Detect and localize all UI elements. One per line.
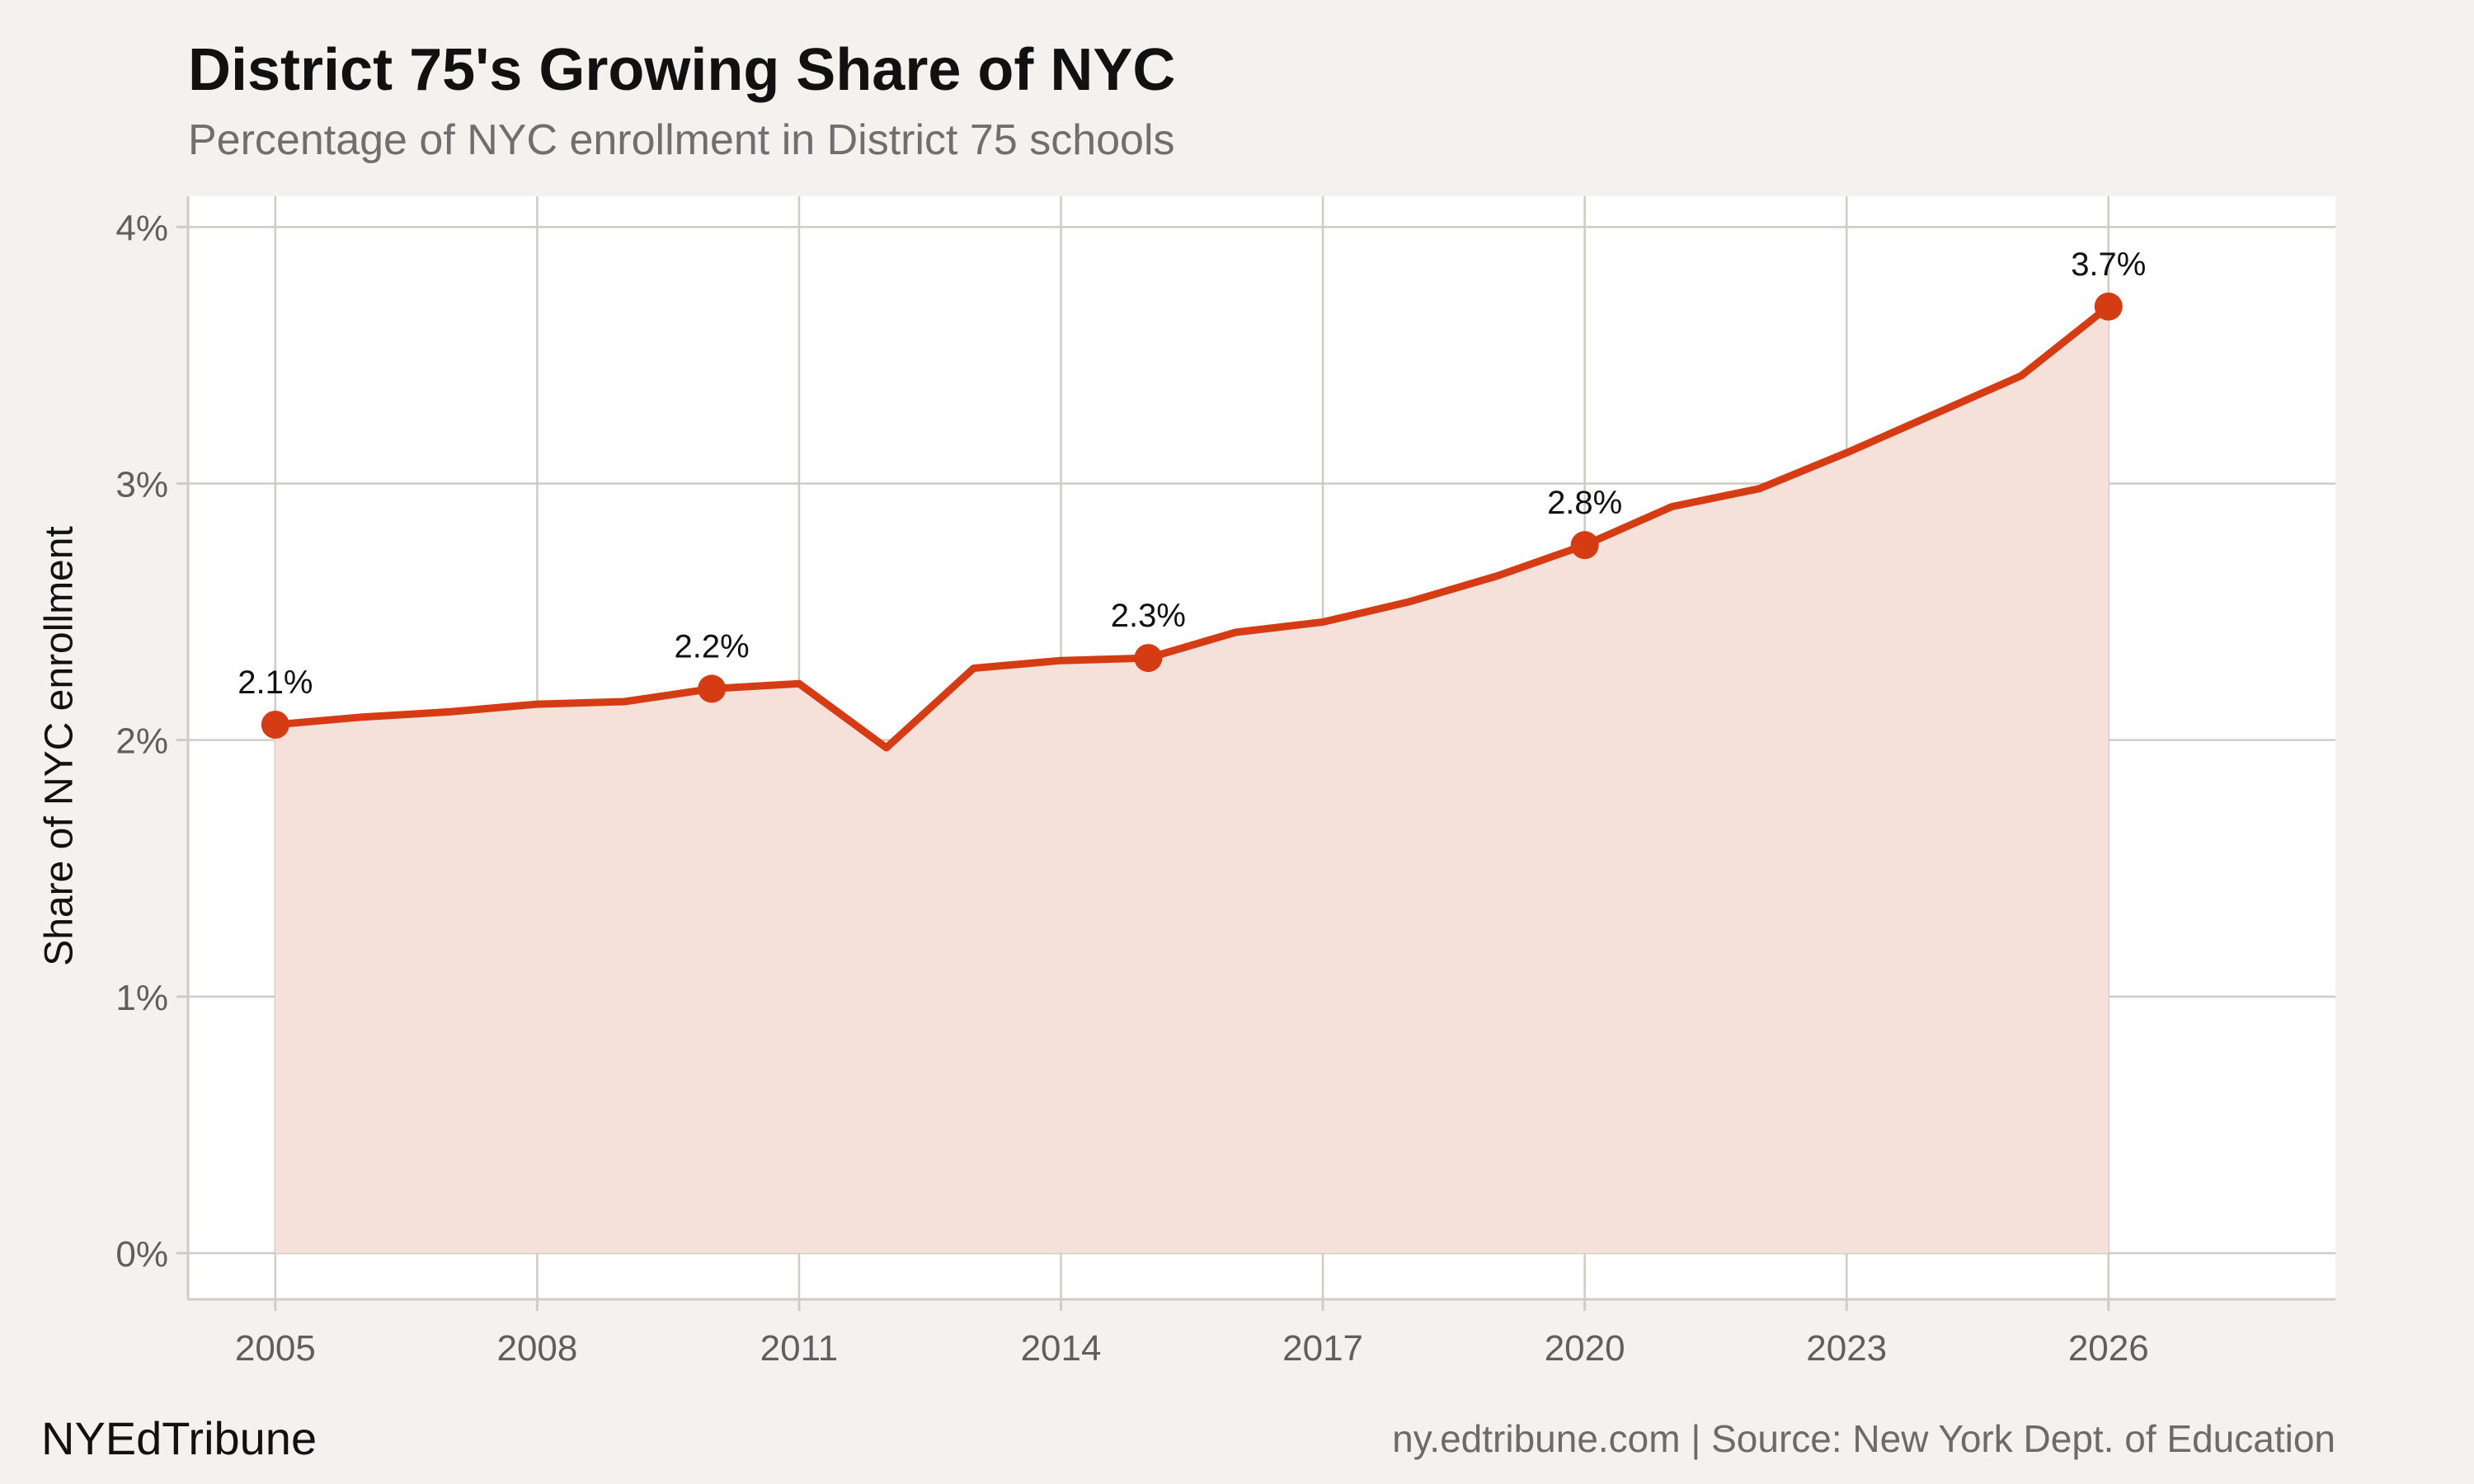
x-tick-label: 2017 bbox=[1282, 1328, 1363, 1369]
x-tick-label: 2008 bbox=[496, 1328, 577, 1369]
data-label: 2.2% bbox=[675, 628, 750, 665]
y-tick-label: 0% bbox=[115, 1234, 168, 1275]
y-axis-label: Share of NYC enrollment bbox=[37, 526, 82, 966]
chart-subtitle: Percentage of NYC enrollment in District… bbox=[188, 116, 1175, 164]
y-tick-label: 3% bbox=[115, 465, 168, 505]
brand-logo-text: NYEdTribune bbox=[41, 1412, 317, 1464]
highlighted-points: 2.1% 2.2% 2.3% 2.8% 3.7% bbox=[238, 247, 2146, 739]
source-note: ny.edtribune.com | Source: New York Dept… bbox=[1392, 1417, 2335, 1460]
y-tick-label: 2% bbox=[115, 721, 168, 762]
data-point-marker bbox=[1134, 644, 1163, 673]
data-label: 2.1% bbox=[238, 665, 313, 701]
axes bbox=[186, 196, 2335, 1301]
x-tick-label: 2011 bbox=[760, 1328, 839, 1369]
data-point-marker bbox=[261, 710, 289, 739]
chart-title: District 75's Growing Share of NYC bbox=[188, 37, 1176, 103]
area-fill bbox=[275, 306, 2109, 1253]
data-label: 3.7% bbox=[2071, 247, 2146, 283]
x-tick-label: 2005 bbox=[235, 1328, 316, 1369]
x-tick-label: 2014 bbox=[1021, 1328, 1102, 1369]
data-point-marker bbox=[2094, 292, 2123, 321]
data-point-marker bbox=[698, 674, 727, 703]
x-tick-label: 2020 bbox=[1545, 1328, 1625, 1369]
data-point-marker bbox=[1570, 531, 1599, 560]
tick-labels: 0% 1% 2% 3% 4% 2005 2008 2011 2014 2017 2020 2023 20… bbox=[115, 208, 2148, 1369]
data-label: 2.8% bbox=[1547, 485, 1622, 521]
x-tick-label: 2026 bbox=[2068, 1328, 2149, 1369]
data-label: 2.3% bbox=[1111, 598, 1186, 634]
x-tick-label: 2023 bbox=[1806, 1328, 1887, 1369]
series-line bbox=[271, 303, 2113, 752]
y-tick-label: 4% bbox=[115, 208, 168, 248]
y-tick-label: 1% bbox=[115, 978, 168, 1018]
